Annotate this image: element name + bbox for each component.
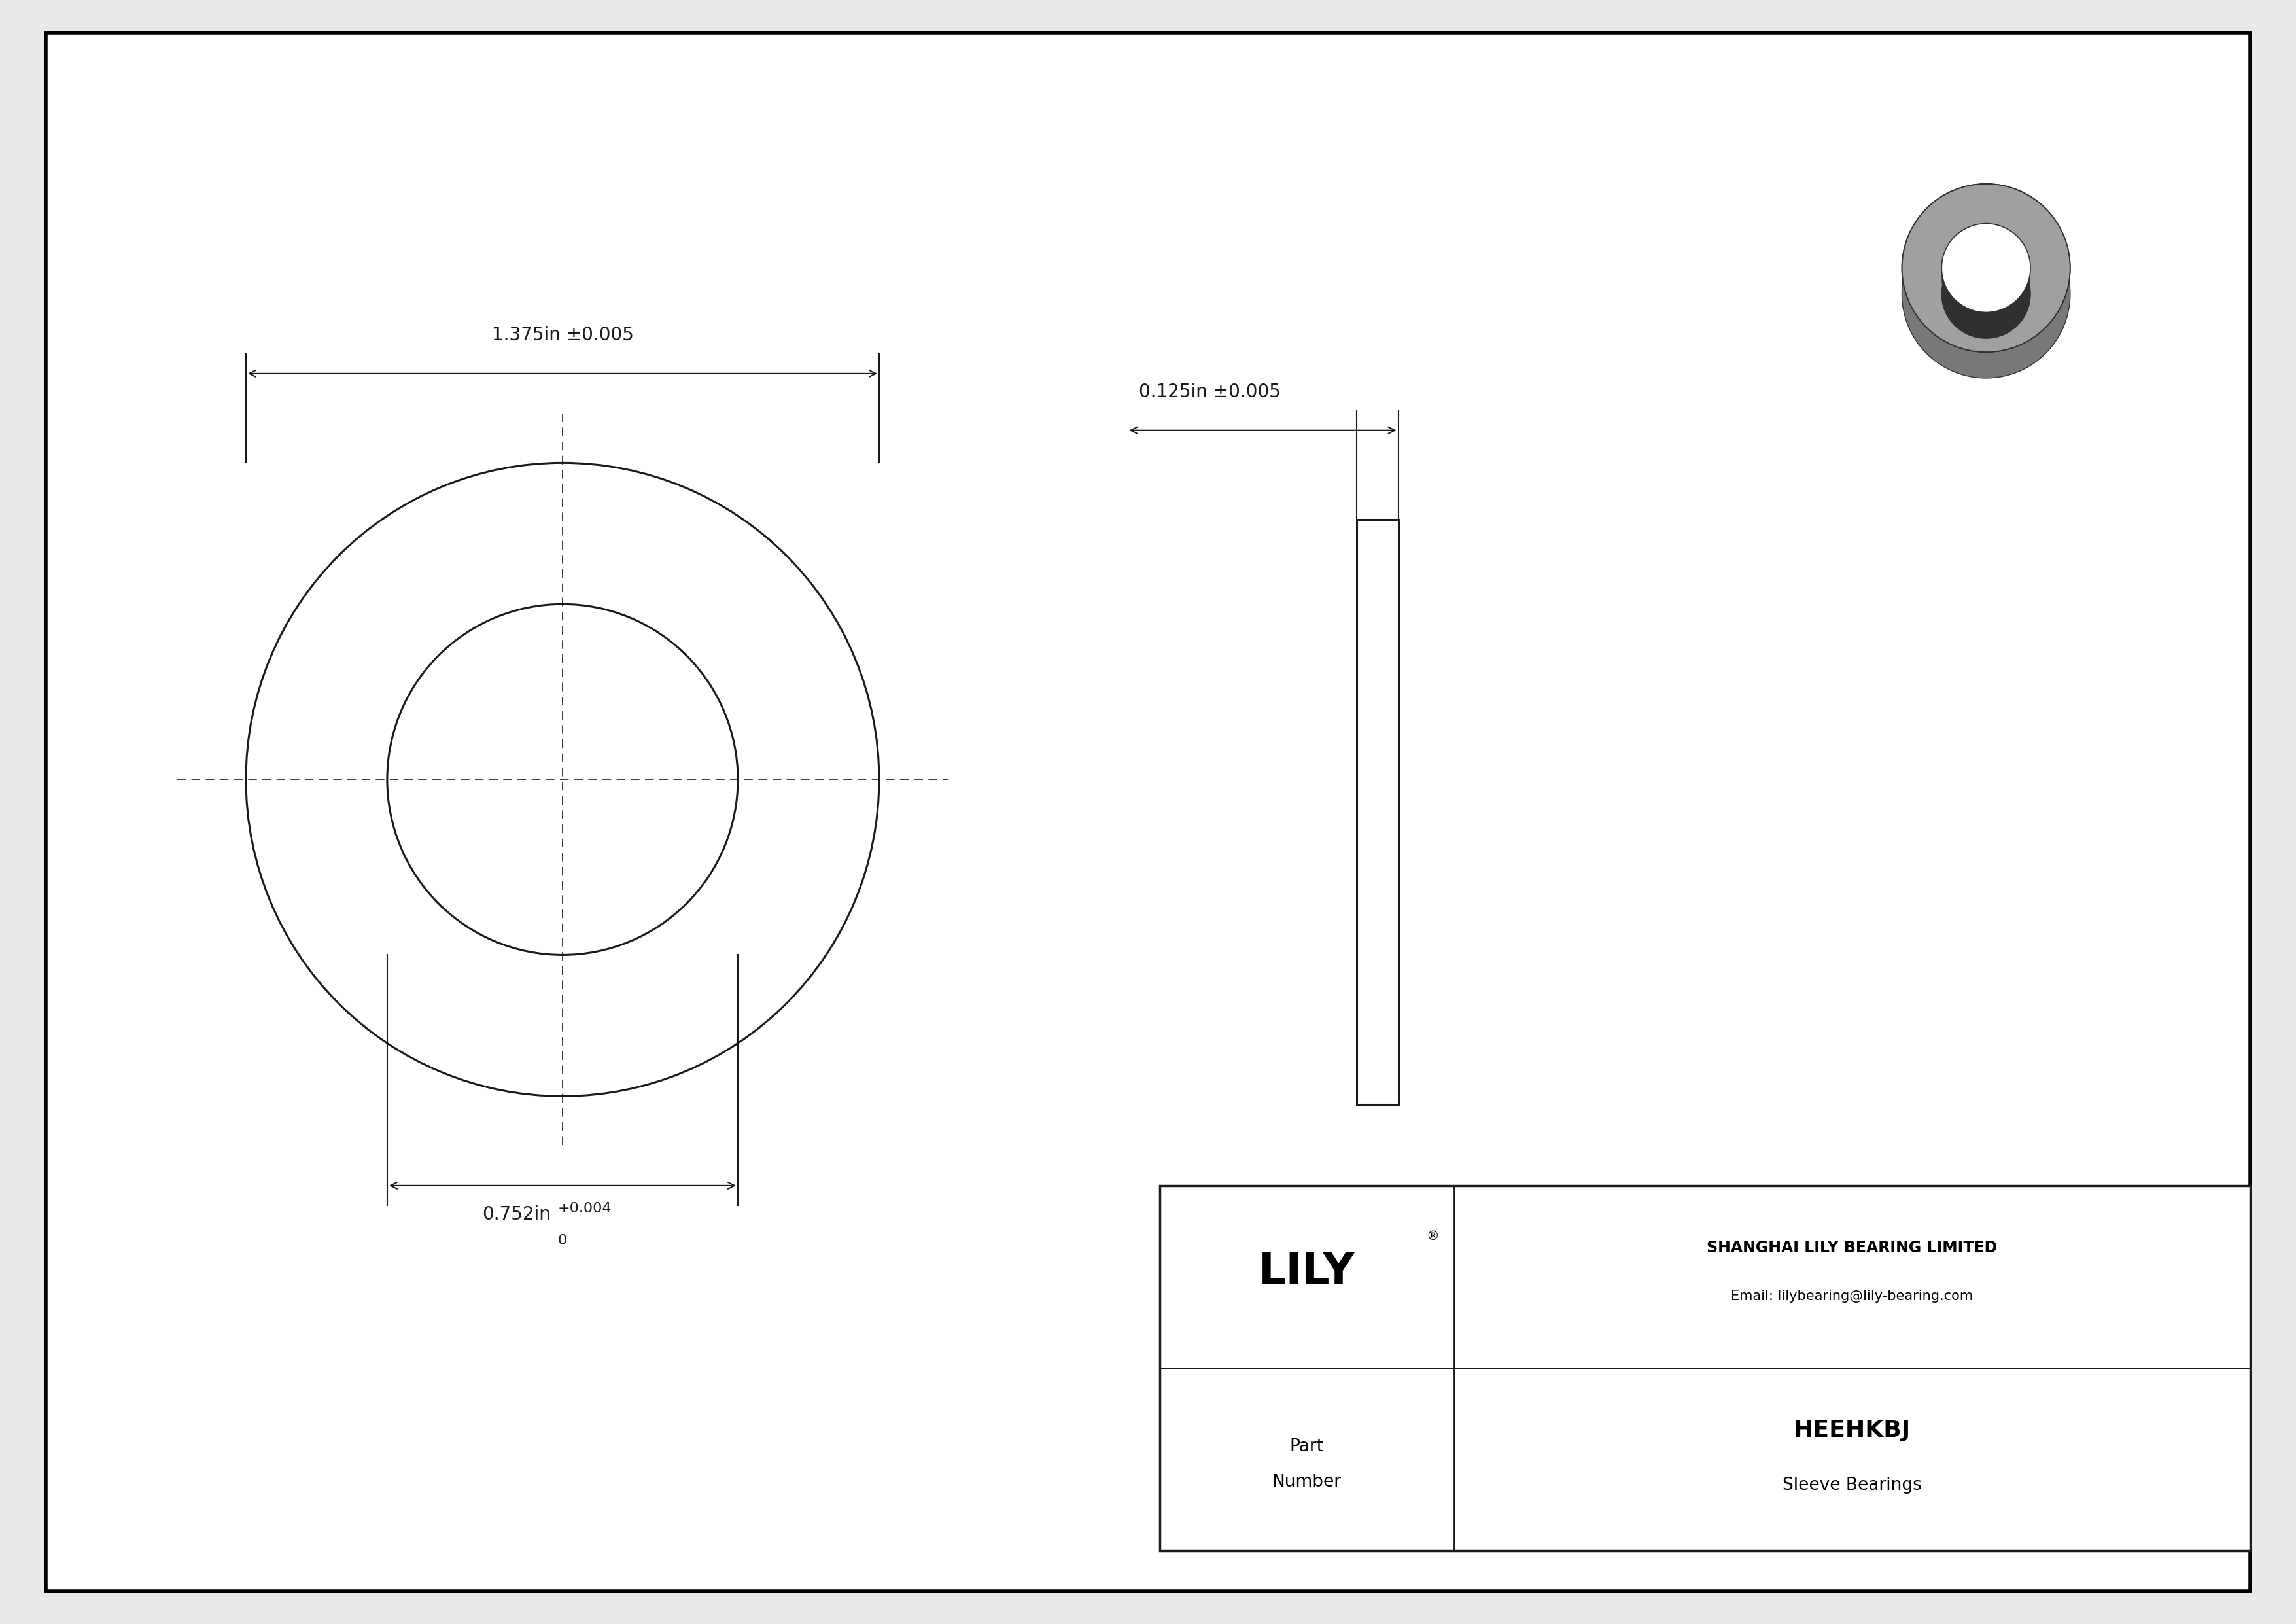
Bar [1159,1186,2250,1551]
Ellipse shape [1942,250,2030,338]
Ellipse shape [1901,209,2071,378]
Text: Part: Part [1290,1439,1325,1455]
Text: 0.752in: 0.752in [482,1205,551,1223]
Ellipse shape [388,604,737,955]
Text: Email: lilybearing@lily-bearing.com: Email: lilybearing@lily-bearing.com [1731,1289,1972,1302]
Ellipse shape [1942,224,2030,312]
Ellipse shape [1901,184,2071,352]
Text: ®: ® [1426,1229,1440,1242]
Ellipse shape [1901,206,2071,375]
Ellipse shape [1901,209,2071,378]
Ellipse shape [1901,187,2071,356]
Text: +0.004: +0.004 [558,1202,613,1215]
Ellipse shape [246,463,879,1096]
Text: 0.125in ±0.005: 0.125in ±0.005 [1139,383,1281,401]
Ellipse shape [1901,195,2071,364]
Ellipse shape [1901,184,2071,352]
Ellipse shape [1901,203,2071,370]
Text: 0: 0 [558,1234,567,1247]
Text: 1.375in ±0.005: 1.375in ±0.005 [491,326,634,344]
Ellipse shape [1942,231,2030,326]
Bar [1357,520,1398,1104]
Ellipse shape [1901,192,2071,359]
Text: Sleeve Bearings: Sleeve Bearings [1782,1478,1922,1494]
Text: HEEHKBJ: HEEHKBJ [1793,1419,1910,1442]
Text: Number: Number [1272,1475,1341,1491]
Ellipse shape [1901,198,2071,367]
Text: SHANGHAI LILY BEARING LIMITED: SHANGHAI LILY BEARING LIMITED [1706,1239,1998,1255]
Text: LILY: LILY [1258,1250,1355,1294]
